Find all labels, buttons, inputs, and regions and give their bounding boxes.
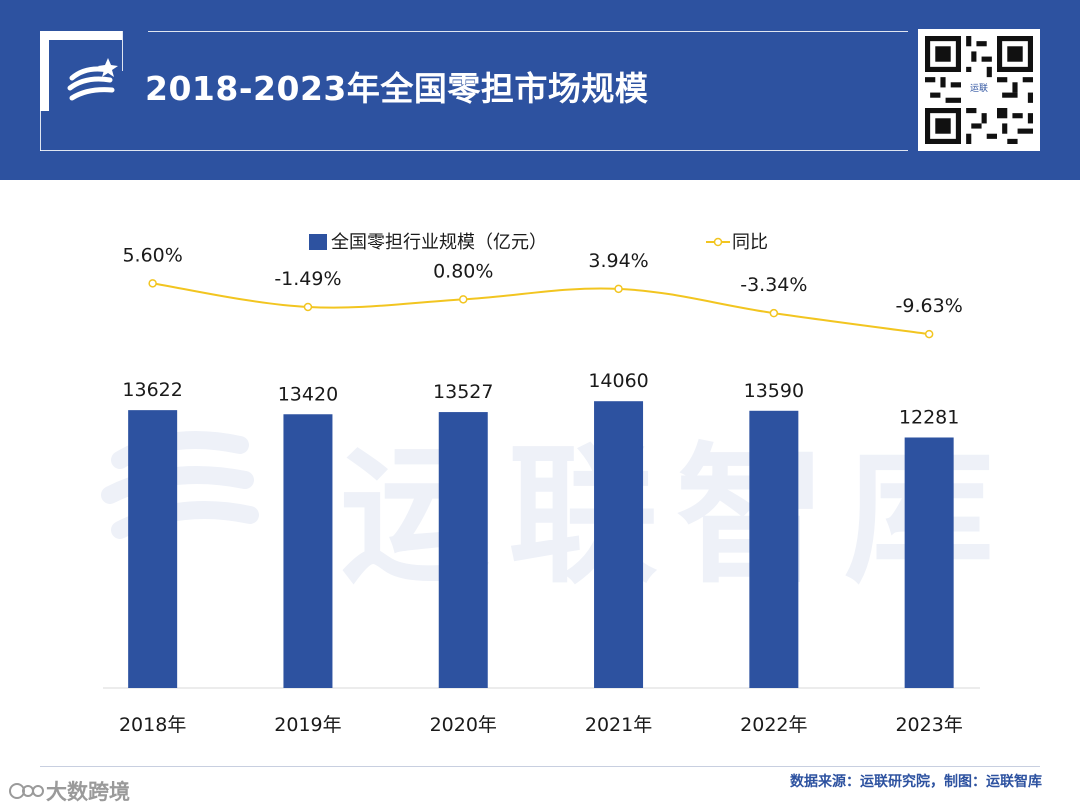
- legend-item-bar: 全国零担行业规模（亿元）: [309, 231, 547, 255]
- header-banner: 2018-2023年全国零担市场规模 运联: [0, 0, 1080, 180]
- data-source: 数据来源：运联研究院，制图：运联智库: [790, 774, 1042, 790]
- x-tick-label-0: 2018年: [119, 714, 186, 736]
- yoy-point-0: [148, 279, 157, 288]
- bar-value-label-1: 13420: [278, 383, 338, 405]
- bar-1: [283, 414, 333, 688]
- bar-value-label-3: 14060: [588, 370, 648, 392]
- chart-legend: 全国零担行业规模（亿元） 同比: [0, 231, 1080, 255]
- corner-bracket-vertical: [40, 31, 49, 111]
- yoy-value-label-1: -1.49%: [274, 268, 341, 290]
- corner-bracket-horizontal: [40, 31, 122, 40]
- yoy-point-5: [924, 329, 934, 339]
- bar-value-label-0: 13622: [122, 379, 182, 401]
- brand-logo-icon: [9, 783, 44, 799]
- bar-0: [128, 410, 178, 688]
- bar-4: [749, 410, 799, 688]
- yoy-value-label-2: 0.80%: [433, 260, 493, 282]
- bar-2: [438, 412, 488, 688]
- corner-line-vertical: [40, 111, 41, 151]
- page-title: 2018-2023年全国零担市场规模: [145, 69, 649, 108]
- legend-line-swatch: [706, 237, 730, 247]
- header-divider-bottom: [40, 150, 908, 151]
- yoy-point-4: [769, 308, 779, 318]
- qr-badge: 运联: [962, 81, 996, 98]
- yoy-value-label-5: -9.63%: [896, 295, 963, 317]
- x-tick-label-3: 2021年: [585, 714, 652, 736]
- yunlian-logo-icon: [67, 58, 118, 101]
- bar-value-label-2: 13527: [433, 381, 493, 403]
- yoy-point-2: [459, 295, 468, 304]
- bar-5: [904, 437, 954, 688]
- yoy-value-label-3: 3.94%: [588, 250, 648, 272]
- yoy-value-label-4: -3.34%: [740, 274, 807, 296]
- yoy-value-label-0: 5.60%: [122, 244, 182, 266]
- x-tick-label-2: 2020年: [430, 714, 497, 736]
- brand-watermark: 大数跨境: [8, 776, 130, 806]
- legend-bar-label: 全国零担行业规模（亿元）: [331, 232, 547, 253]
- qr-code-icon: [925, 36, 1033, 144]
- x-tick-label-5: 2023年: [895, 714, 962, 736]
- footer-divider: [40, 766, 1040, 767]
- x-tick-label-1: 2019年: [274, 714, 341, 736]
- legend-bar-swatch: [309, 234, 327, 250]
- yoy-point-1: [303, 302, 313, 312]
- bar-value-label-4: 13590: [744, 380, 804, 402]
- yoy-point-3: [614, 284, 623, 294]
- header-divider-top: [148, 31, 908, 32]
- x-tick-label-4: 2022年: [740, 714, 807, 736]
- yoy-series-line: [152, 282, 930, 336]
- brand-label: 大数跨境: [46, 780, 130, 804]
- corner-line-horizontal: [122, 31, 123, 71]
- qr-code: 运联: [918, 29, 1040, 151]
- legend-line-label: 同比: [732, 232, 768, 253]
- bar-3: [594, 401, 644, 688]
- bar-value-label-5: 12281: [899, 406, 959, 428]
- legend-item-line: 同比: [706, 231, 768, 255]
